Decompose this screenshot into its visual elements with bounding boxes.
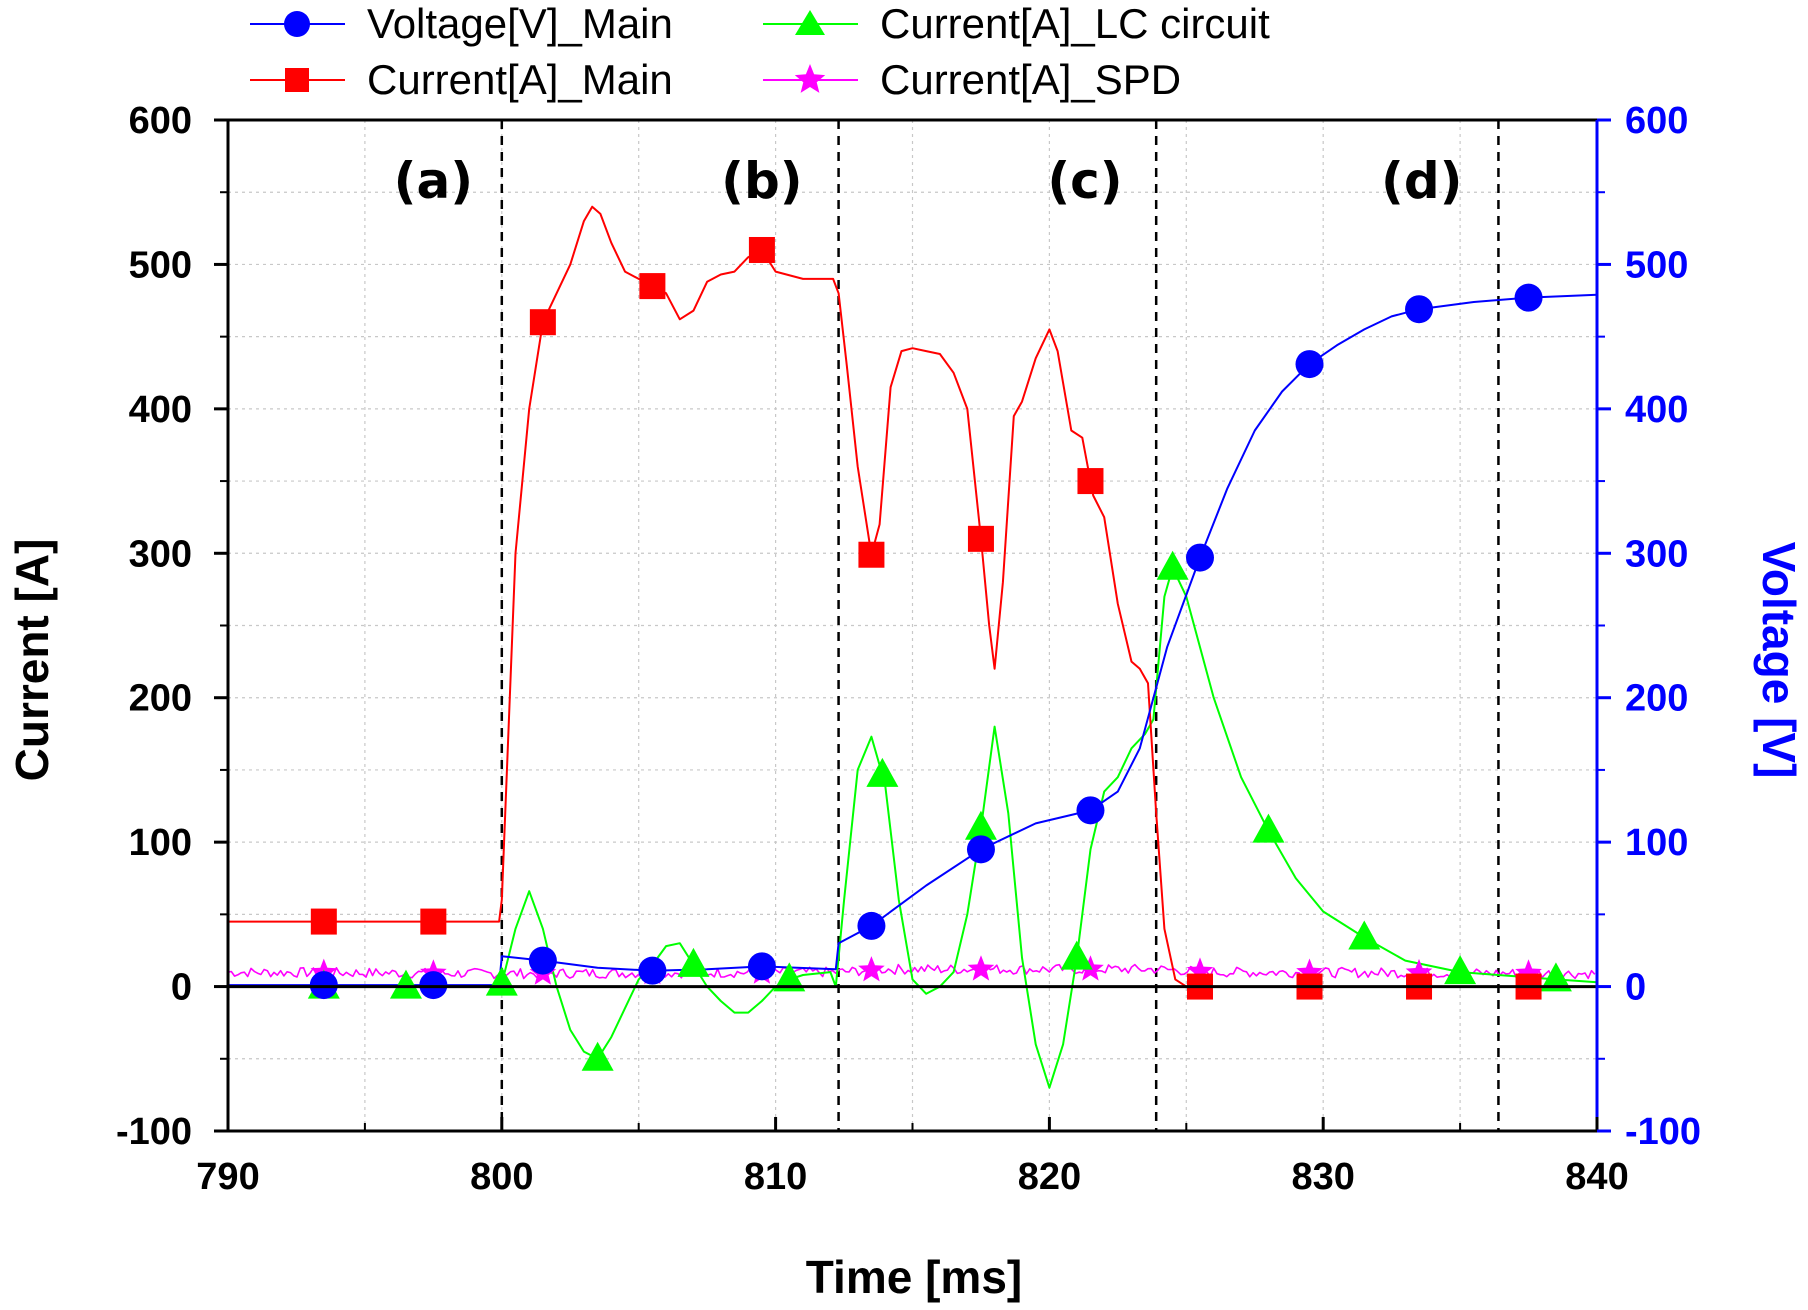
marker-voltage-v-main — [1295, 350, 1324, 379]
y-left-tick-label: -100 — [116, 1111, 192, 1153]
marker-voltage-v-main — [1076, 796, 1105, 825]
y-right-tick-label: 500 — [1625, 244, 1688, 286]
y-right-tick-label: 200 — [1625, 678, 1688, 720]
y-left-tick-label: 100 — [129, 822, 192, 864]
marker-current-a-lc-circuit — [485, 966, 518, 996]
marker-current-a-main — [858, 541, 885, 568]
marker-current-a-lc-circuit — [581, 1041, 614, 1071]
y-left-tick-label: 400 — [129, 389, 192, 431]
y-right-tick-label: 400 — [1625, 389, 1688, 431]
region-label: (d) — [1381, 152, 1463, 210]
legend-item-current-main: Current[A]_Main — [250, 56, 673, 103]
y-left-tick-label: 500 — [129, 244, 192, 286]
legend: Voltage[V]_Main Current[A]_LC circuit Cu… — [250, 0, 1270, 103]
x-tick-label: 790 — [196, 1156, 259, 1198]
region-label: (c) — [1047, 152, 1122, 210]
y-right-tick-label: 600 — [1625, 100, 1688, 142]
marker-current-a-lc-circuit — [773, 962, 806, 992]
x-tick-label: 840 — [1565, 1156, 1628, 1198]
y-right-tick-label: 300 — [1625, 533, 1688, 575]
legend-marker-current-lc-circuit — [795, 10, 825, 35]
marker-current-a-lc-circuit — [677, 947, 710, 977]
series-line-current-a-lc-circuit — [228, 566, 1598, 1089]
y-right-tick-label: 0 — [1625, 967, 1646, 1009]
x-tick-label: 800 — [470, 1156, 533, 1198]
y-axis-left-title: Current [A] — [6, 539, 58, 782]
marker-current-a-spd — [1405, 958, 1433, 985]
marker-current-a-lc-circuit — [389, 969, 422, 999]
marker-current-a-lc-circuit — [1539, 962, 1572, 992]
marker-current-a-spd — [967, 955, 995, 981]
region-label: (b) — [721, 152, 803, 210]
legend-label-current-lc-circuit: Current[A]_LC circuit — [880, 0, 1270, 47]
axes: 790 800 810 820 830 840-100010020030040050060… — [116, 100, 1701, 1198]
marker-current-a-lc-circuit — [1444, 955, 1477, 985]
legend-label-voltage-main: Voltage[V]_Main — [367, 0, 673, 47]
marker-current-a-lc-circuit — [866, 757, 899, 787]
marker-voltage-v-main — [966, 835, 995, 864]
legend-item-current-spd: Current[A]_SPD — [763, 56, 1181, 103]
y-left-tick-label: 600 — [129, 100, 192, 142]
marker-voltage-v-main — [857, 911, 886, 940]
marker-current-a-main — [420, 908, 447, 935]
marker-current-a-lc-circuit — [964, 810, 997, 840]
legend-marker-voltage-main — [284, 11, 310, 37]
marker-current-a-main — [529, 309, 556, 336]
region-labels: (a) (b) (c) (d) — [394, 152, 1463, 210]
legend-item-current-lc-circuit: Current[A]_LC circuit — [763, 0, 1270, 47]
marker-current-a-lc-circuit — [1348, 920, 1381, 950]
legend-item-voltage-main: Voltage[V]_Main — [250, 0, 673, 47]
marker-current-a-main — [748, 236, 775, 263]
series-line-current-a-main — [228, 205, 1597, 988]
marker-current-a-lc-circuit — [1060, 940, 1093, 970]
legend-label-current-main: Current[A]_Main — [367, 56, 673, 103]
marker-current-a-main — [1077, 468, 1104, 495]
x-tick-label: 820 — [1018, 1156, 1081, 1198]
marker-current-a-spd — [1186, 957, 1214, 983]
marker-voltage-v-main — [638, 956, 667, 985]
marker-current-a-spd — [858, 956, 885, 982]
y-left-tick-label: 300 — [129, 533, 192, 575]
legend-marker-current-spd — [794, 64, 826, 93]
x-tick-label: 830 — [1291, 1156, 1354, 1198]
marker-current-a-main — [639, 273, 666, 300]
marker-voltage-v-main — [528, 946, 557, 975]
marker-voltage-v-main — [1405, 295, 1434, 324]
region-dividers — [500, 120, 1500, 1131]
series-markers — [307, 236, 1572, 1071]
y-right-tick-label: -100 — [1625, 1111, 1701, 1153]
y-left-tick-label: 0 — [171, 967, 192, 1009]
marker-voltage-v-main — [1514, 283, 1543, 312]
x-tick-label: 810 — [744, 1156, 807, 1198]
y-axis-right-title: Voltage [V] — [1753, 542, 1805, 779]
y-right-tick-label: 100 — [1625, 822, 1688, 864]
y-left-tick-label: 200 — [129, 678, 192, 720]
marker-current-a-spd — [1515, 959, 1542, 985]
marker-current-a-main — [310, 908, 337, 935]
marker-current-a-lc-circuit — [1156, 550, 1189, 580]
x-axis-title: Time [ms] — [806, 1251, 1022, 1303]
legend-label-current-spd: Current[A]_SPD — [880, 56, 1181, 103]
marker-voltage-v-main — [747, 952, 776, 981]
region-label: (a) — [394, 152, 473, 210]
marker-current-a-lc-circuit — [1252, 813, 1285, 843]
marker-voltage-v-main — [1185, 543, 1214, 572]
marker-current-a-main — [967, 525, 994, 552]
marker-current-a-spd — [1296, 958, 1323, 984]
legend-marker-current-main — [285, 68, 309, 92]
